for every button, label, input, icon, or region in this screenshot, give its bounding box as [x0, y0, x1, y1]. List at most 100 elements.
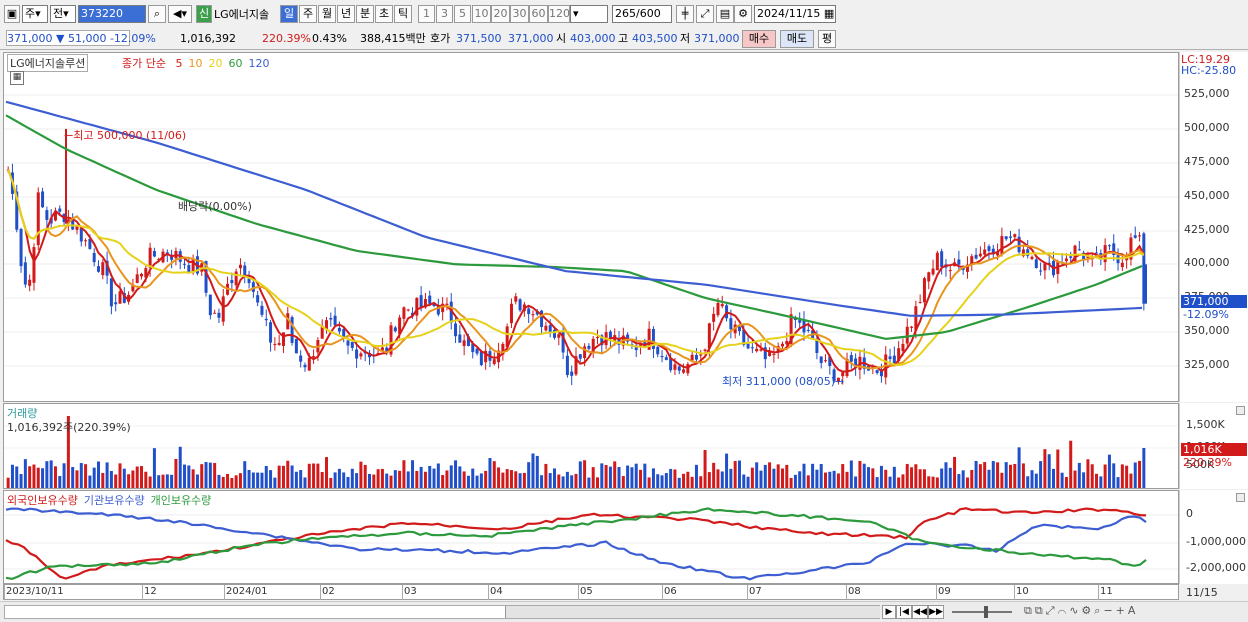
price-chart[interactable]: [4, 53, 1178, 401]
zoom-icon[interactable]: ⤢: [696, 5, 714, 23]
candle-body: [841, 372, 845, 377]
zoom-slider-handle[interactable]: [984, 606, 988, 618]
holding-panel[interactable]: 외국인보유수량 기관보유수량 개인보유수량: [3, 490, 1179, 584]
candle-body: [122, 292, 126, 303]
scrollbar-thumb[interactable]: [505, 606, 880, 618]
holding-legend[interactable]: 외국인보유수량 기관보유수량 개인보유수량: [7, 492, 217, 508]
candle-body: [15, 191, 19, 230]
interval-button[interactable]: 3: [436, 5, 453, 23]
settings-icon[interactable]: ⚙: [734, 5, 752, 23]
volume-title[interactable]: 거래량: [7, 407, 38, 420]
candle-body: [462, 340, 466, 346]
volume-bar: [600, 463, 604, 488]
interval-button[interactable]: 60: [529, 5, 548, 23]
stock-code-input[interactable]: 373220: [78, 5, 146, 23]
volume-bar: [544, 463, 548, 488]
holding-legend-item[interactable]: 외국인보유수량: [7, 494, 78, 507]
candle-body: [1120, 262, 1124, 268]
price-chart-panel[interactable]: LG에너지솔루션 종가 단순 5 10 20 60 120 ▦ ←최고 500,000 …: [3, 52, 1179, 402]
candle-body: [299, 355, 303, 362]
interval-button[interactable]: 10: [472, 5, 491, 23]
volume-bar: [1133, 462, 1137, 488]
buy-button[interactable]: 매수: [742, 30, 776, 48]
period-tab[interactable]: 초: [375, 5, 393, 23]
holding-line: [5, 507, 1147, 581]
period-tab[interactable]: 월: [318, 5, 336, 23]
candle-body: [411, 312, 415, 316]
x-axis-label: 10: [1016, 586, 1029, 597]
candle-body: [651, 329, 655, 349]
period-tab[interactable]: 일: [280, 5, 298, 23]
candle-body: [88, 238, 92, 249]
volume-bar: [75, 470, 79, 488]
volume-bar: [505, 469, 509, 488]
count-display[interactable]: 265/600: [612, 5, 672, 23]
candle-body: [290, 317, 294, 343]
chart-title[interactable]: LG에너지솔루션: [7, 54, 89, 72]
volume-bar: [251, 472, 255, 488]
volume-bar: [1077, 462, 1081, 488]
volume-panel[interactable]: 거래량 1,016,392주(220.39%): [3, 403, 1179, 489]
period-tab[interactable]: 틱: [394, 5, 412, 23]
ma-period-label: 5: [175, 57, 183, 70]
eval-button[interactable]: 평: [818, 30, 836, 48]
drawing-tools-icon[interactable]: ⧉⧉⤢⌒∿⚙⌕−+A: [1024, 604, 1139, 617]
interval-button[interactable]: 30: [510, 5, 529, 23]
panel-close-icon[interactable]: [1236, 406, 1245, 415]
volume-bar: [260, 472, 264, 488]
volume-bar: [385, 473, 389, 488]
interval-button[interactable]: 1: [418, 5, 435, 23]
period-tab[interactable]: 분: [356, 5, 374, 23]
save-icon[interactable]: ▤: [716, 5, 734, 23]
play-icon[interactable]: ▶: [882, 605, 896, 619]
candle-body: [854, 358, 858, 368]
search-icon[interactable]: ⌕: [148, 5, 166, 23]
interval-button[interactable]: 20: [491, 5, 510, 23]
period-tab[interactable]: 주: [299, 5, 317, 23]
volume-bar: [527, 462, 531, 488]
volume-chart[interactable]: [4, 404, 1178, 488]
high-price: 403,500: [632, 32, 678, 45]
zoom-slider[interactable]: [952, 611, 1012, 613]
candle-body: [720, 304, 724, 307]
holding-chart[interactable]: [4, 491, 1178, 583]
next-icon[interactable]: ▶▶: [928, 605, 944, 619]
volume-bar: [1034, 473, 1038, 488]
window-menu-icon[interactable]: ▣: [4, 5, 20, 23]
holding-legend-item[interactable]: 기관보유수량: [83, 494, 145, 507]
grid-toggle-icon[interactable]: ▦: [10, 71, 24, 85]
market-select[interactable]: 주▾: [22, 5, 48, 23]
volume-bar: [411, 460, 415, 488]
volume-bar: [651, 468, 655, 488]
interval-input[interactable]: ▾: [570, 5, 608, 23]
volume-bar: [540, 475, 544, 488]
prev-icon[interactable]: ◀◀: [912, 605, 928, 619]
volume-bar: [127, 474, 131, 488]
panel-close-icon[interactable]: [1236, 493, 1245, 502]
candle-icon[interactable]: ╪: [676, 5, 694, 23]
candle-body: [626, 334, 630, 342]
volume-bar: [961, 470, 965, 488]
volume-bar: [888, 476, 892, 488]
prev-select[interactable]: 전▾: [50, 5, 76, 23]
interval-button[interactable]: 5: [454, 5, 471, 23]
horizontal-scrollbar[interactable]: [4, 605, 880, 619]
price-change-display: 371,000 ▼ 51,000 -12.09%: [6, 30, 156, 46]
volume-bar: [634, 463, 638, 488]
candle-body: [772, 353, 776, 355]
first-icon[interactable]: |◀: [896, 605, 912, 619]
date-input[interactable]: 2024/11/15 ▦: [754, 5, 836, 23]
period-tab[interactable]: 년: [337, 5, 355, 23]
candle-body: [1013, 234, 1017, 238]
candle-body: [768, 351, 772, 357]
holding-legend-item[interactable]: 개인보유수량: [150, 494, 212, 507]
candle-body: [1107, 245, 1111, 247]
volume-bar: [1090, 464, 1094, 488]
speaker-icon[interactable]: ◀▾: [168, 5, 192, 23]
candle-body: [897, 348, 901, 362]
interval-button[interactable]: 120: [548, 5, 570, 23]
sell-button[interactable]: 매도: [780, 30, 814, 48]
candle-body: [221, 296, 225, 322]
holding-tick-label: 0: [1186, 507, 1193, 520]
